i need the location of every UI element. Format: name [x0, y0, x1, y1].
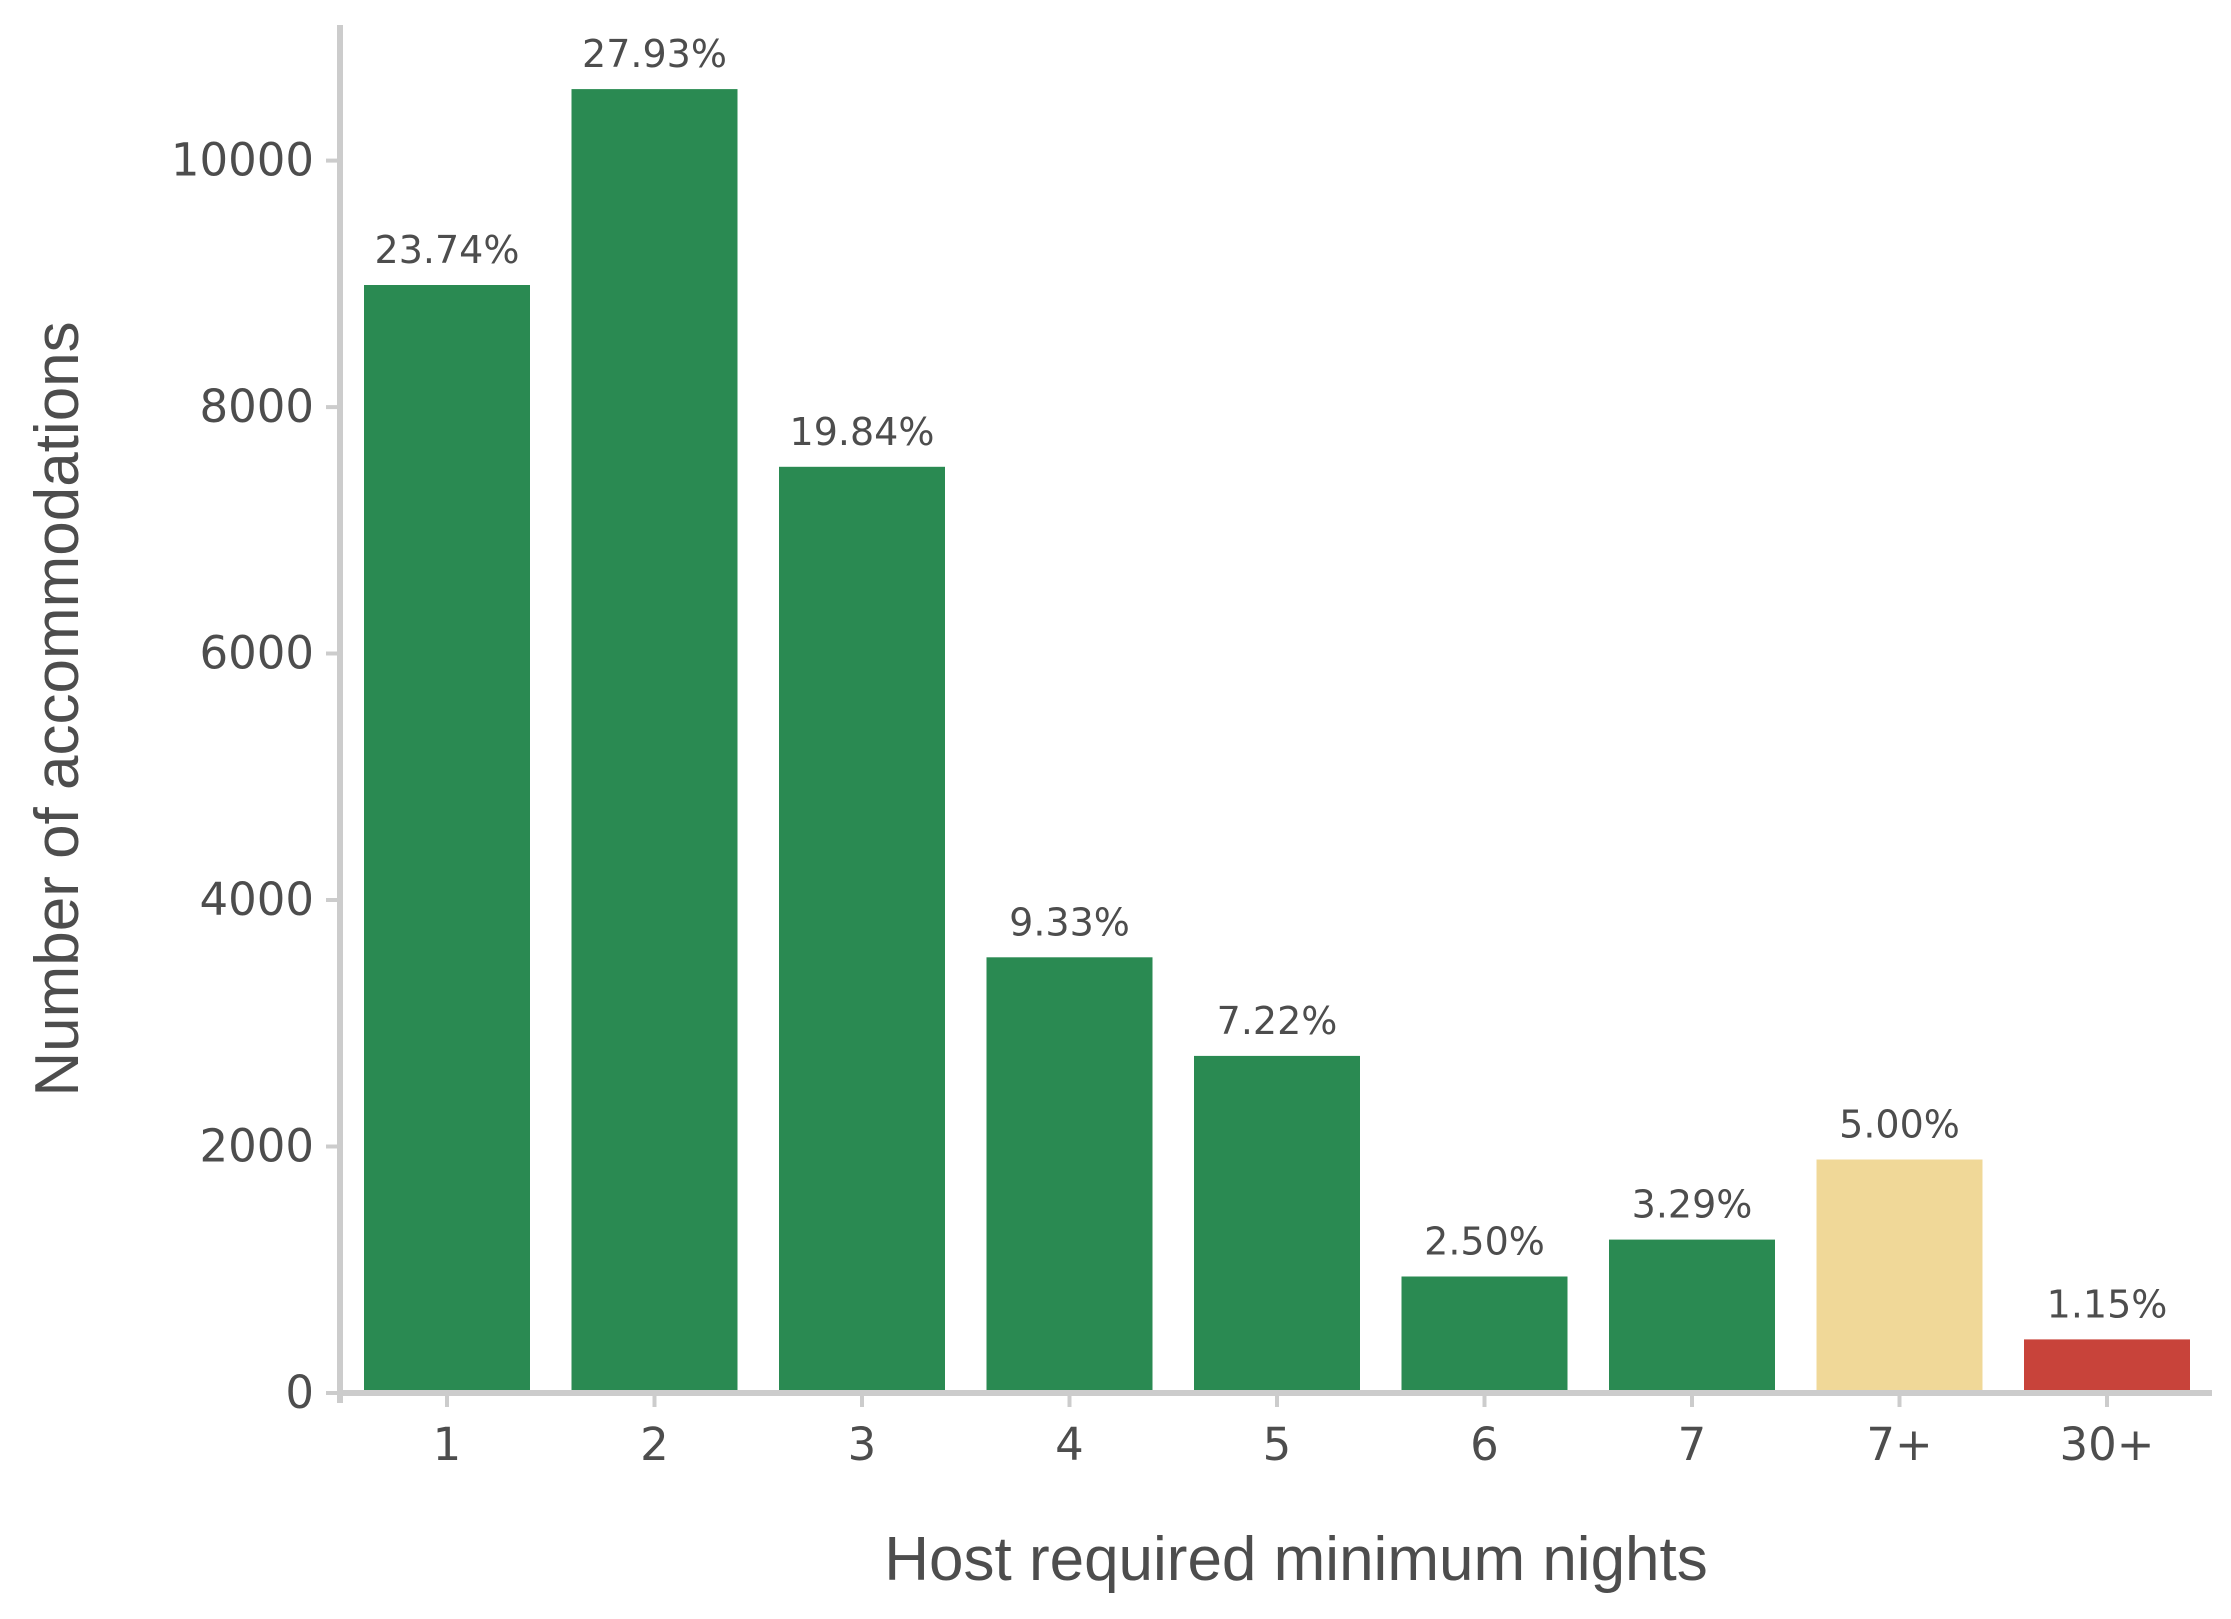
x-tick-label: 7 [1678, 1418, 1707, 1471]
bar-30+ [2024, 1339, 2190, 1390]
data-label-4: 9.33% [1009, 900, 1130, 944]
y-tick-label: 6000 [199, 627, 314, 680]
x-axis-title: Host required minimum nights [884, 1525, 1708, 1594]
y-tick-label: 0 [285, 1366, 314, 1419]
y-tick-label: 10000 [171, 134, 314, 187]
data-label-5: 7.22% [1217, 999, 1338, 1043]
x-tick-label: 30+ [2060, 1418, 2155, 1471]
x-ticks-group: 1 2 3 4 5 6 7 7+ 30+ [433, 1393, 2155, 1471]
bar-2 [571, 89, 738, 1391]
data-label-7+: 5.00% [1839, 1103, 1960, 1147]
data-label-6: 2.50% [1424, 1220, 1545, 1264]
bar-3 [779, 466, 945, 1390]
bars-group [364, 89, 2190, 1391]
x-tick-label: 7+ [1866, 1418, 1932, 1471]
data-label-30+: 1.15% [2047, 1282, 2168, 1326]
x-tick-label: 6 [1470, 1418, 1499, 1471]
y-tick-label: 2000 [199, 1120, 314, 1173]
x-tick-label: 5 [1263, 1418, 1292, 1471]
data-label-1: 23.74% [375, 228, 520, 272]
x-tick-label: 1 [433, 1418, 462, 1471]
y-tick-label: 4000 [199, 873, 314, 926]
y-ticks-group: 0 2000 4000 6000 8000 10000 [171, 134, 340, 1419]
y-tick-label: 8000 [199, 380, 314, 433]
bar-6 [1401, 1276, 1568, 1390]
bar-7 [1609, 1239, 1775, 1390]
bar-1 [364, 285, 530, 1390]
x-tick-label: 2 [640, 1418, 669, 1471]
bar-7+ [1816, 1159, 1983, 1390]
data-label-7: 3.29% [1632, 1183, 1753, 1227]
data-labels-group: 23.74% 27.93% 19.84% 9.33% 7.22% 2.50% 3.29% 5.… [375, 32, 2168, 1326]
bar-5 [1194, 1055, 1360, 1390]
bar-4 [986, 957, 1153, 1390]
x-tick-label: 3 [848, 1418, 877, 1471]
x-tick-label: 4 [1055, 1418, 1084, 1471]
y-axis-title: Number of accommodations [23, 321, 92, 1096]
data-label-3: 19.84% [790, 410, 935, 454]
data-label-2: 27.93% [582, 32, 727, 76]
